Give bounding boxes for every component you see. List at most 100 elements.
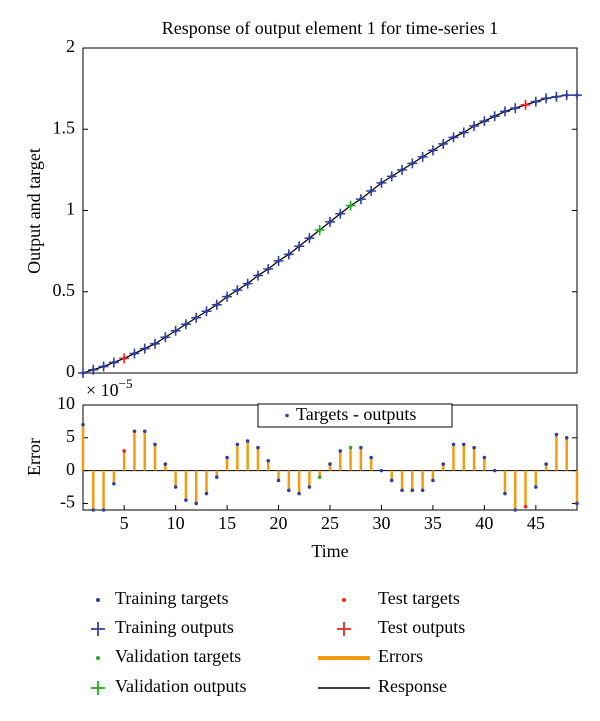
output-marker [150,338,161,349]
error-dot [451,442,456,447]
output-marker [191,312,202,323]
error-dot [287,488,291,493]
error-dot [142,429,147,434]
output-marker [263,264,274,274]
legend-marker [285,413,289,418]
output-marker [335,208,346,219]
output-marker [376,177,387,188]
y-axis-label: Error [24,438,44,476]
error-dot [173,485,178,489]
error-dot [431,478,435,483]
output-marker [489,111,500,122]
output-marker [88,364,99,375]
output-marker [448,132,459,143]
output-marker [180,319,191,330]
output-marker [222,291,233,302]
error-dot [554,432,559,437]
error-dot [225,455,229,460]
x-tick-label: 35 [424,513,442,533]
error-dot [266,458,271,463]
output-marker [242,278,253,289]
output-marker [283,249,294,260]
output-marker [417,151,428,162]
y-tick-label: 2 [66,36,75,56]
error-dot [307,485,312,489]
error-dot [328,462,332,466]
x-tick-label: 15 [218,513,236,533]
output-marker [345,200,356,211]
response-line [82,94,577,374]
error-dot [420,488,425,493]
output-marker [469,121,480,131]
legend-marker [96,656,100,660]
output-marker [561,90,572,101]
x-tick-label: 25 [321,513,339,533]
error-dot [256,445,260,450]
output-marker [510,103,521,114]
output-marker [304,233,315,244]
y-tick-label: -5 [60,492,75,512]
y-tick-label: 10 [57,393,75,413]
legend-marker [337,622,351,636]
output-marker [98,361,109,372]
output-marker [530,96,541,107]
output-marker [407,158,418,169]
multiplier-exponent: −5 [119,376,133,391]
error-dot [513,508,518,512]
error-dot [400,488,404,493]
error-dot [534,485,538,489]
legend-label: Training outputs [115,617,234,637]
error-dot [523,504,528,509]
output-marker [520,99,531,110]
output-marker [438,138,449,149]
error-dot [575,501,579,506]
error-dot [410,488,415,493]
output-marker [108,357,119,368]
output-marker [160,332,171,343]
x-tick-label: 5 [120,513,129,533]
output-marker [479,116,490,127]
legend-marker [96,598,100,602]
output-marker [211,299,222,310]
output-marker [232,285,243,296]
error-dot [359,445,363,450]
error-dot [441,462,446,466]
y-tick-label: 1.5 [53,117,76,137]
error-dot [112,481,116,486]
output-marker [273,255,284,266]
error-dot [122,449,126,453]
error-dot [379,468,384,473]
legend-label: Validation outputs [115,676,247,696]
legend-marker [91,681,105,695]
output-marker [541,93,552,104]
output-marker [572,90,582,101]
output-marker [427,145,438,156]
x-tick-label: 30 [372,513,390,533]
error-dot [91,508,96,512]
y-tick-label: 0 [66,459,75,479]
x-axis-label: Time [311,541,348,561]
error-dot [338,449,343,453]
error-dot [101,508,106,512]
legend-label: Test outputs [378,617,465,637]
y-axis-label: Output and target [24,148,44,274]
error-dot [472,445,476,450]
error-dot [153,442,157,447]
output-marker [252,270,263,281]
legend-label: Targets - outputs [296,404,416,424]
output-marker [355,194,366,205]
error-dot [245,439,250,443]
error-dot [297,491,301,496]
x-tick-label: 40 [475,513,493,533]
output-marker [129,348,140,359]
error-dot [544,462,548,466]
output-marker [499,106,510,117]
error-dot [503,491,507,496]
axis-multiplier: × 10−5 [86,376,133,400]
error-dot [564,436,569,440]
output-marker [119,353,130,364]
chart-title: Response of output element 1 for time-se… [162,18,498,38]
output-marker [170,325,181,336]
legend-marker [342,598,346,602]
